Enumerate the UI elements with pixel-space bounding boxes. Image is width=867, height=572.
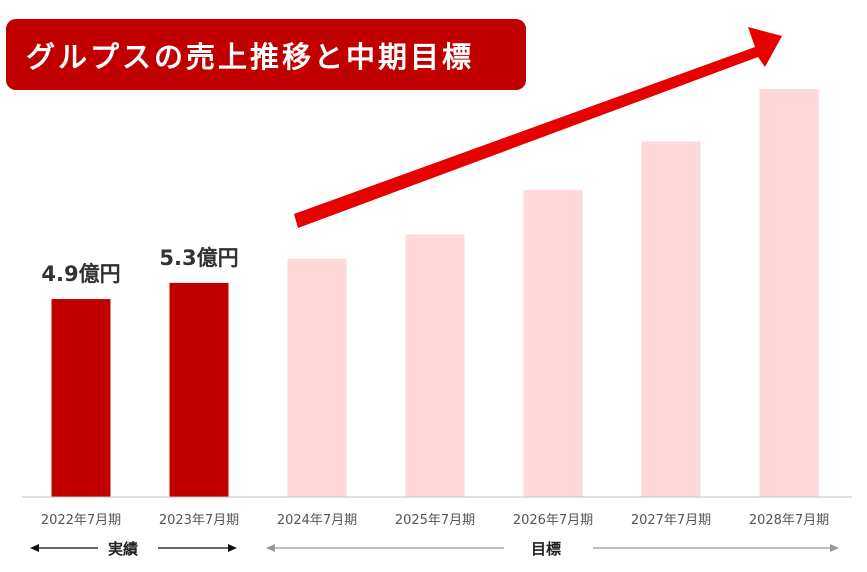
x-tick-label: 2027年7月期 [631,513,711,528]
bar-2027年7月期 [641,141,701,498]
trend-arrow [294,27,782,228]
bar-2023年7月期 [169,282,229,497]
legend-actual-label: 実績 [108,540,139,558]
bar-2024年7月期 [287,258,347,497]
data-label: 5.3億円 [159,246,238,270]
legend-target-label: 目標 [531,540,562,558]
x-tick-label: 2028年7月期 [749,513,829,528]
x-tick-label: 2024年7月期 [277,513,357,528]
target-span-right-arrowhead [830,544,839,552]
bar-2022年7月期 [51,299,111,497]
x-tick-label: 2022年7月期 [41,513,121,528]
bar-2026年7月期 [523,189,583,497]
bar-2025年7月期 [405,234,465,497]
bar-2028年7月期 [759,88,819,498]
actual-span-left-arrowhead [30,544,39,552]
chart-title: グルプスの売上推移と中期目標 [26,39,475,74]
chart-title-banner: グルプスの売上推移と中期目標 [6,19,526,90]
actual-span-right-arrowhead [228,544,237,552]
x-tick-label: 2025年7月期 [395,513,475,528]
x-tick-label: 2026年7月期 [513,513,593,528]
x-tick-label: 2023年7月期 [159,513,239,528]
target-span-left-arrowhead [266,544,275,552]
data-label: 4.9億円 [41,262,120,286]
